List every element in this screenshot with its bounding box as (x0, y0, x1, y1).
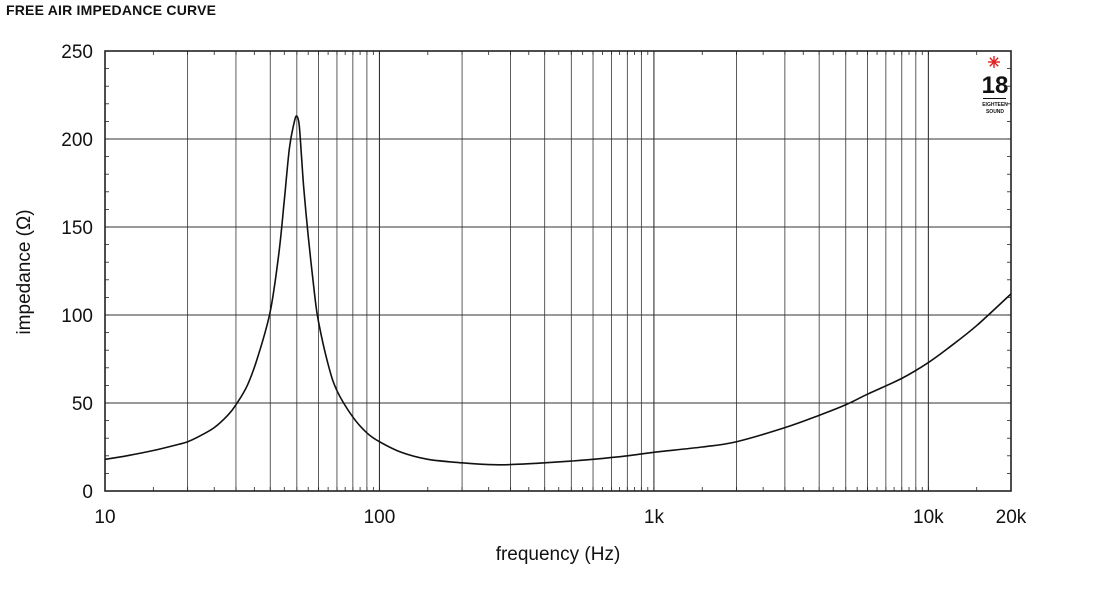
y-tick-label: 200 (61, 130, 93, 151)
y-axis-label: impedance (Ω) (14, 209, 35, 334)
y-tick-label: 150 (61, 218, 93, 239)
minor-ticks (105, 50, 1011, 492)
page-title: FREE AIR IMPEDANCE CURVE (6, 2, 217, 18)
logo-line2: SOUND (986, 109, 1004, 115)
series-layer (104, 115, 1012, 466)
x-tick-label: 10 (94, 507, 115, 528)
plot-border (104, 50, 1012, 492)
y-tick-label: 100 (61, 306, 93, 327)
x-tick-label: 10k (913, 507, 944, 528)
x-axis-label: frequency (Hz) (496, 544, 621, 565)
x-tick-label: 20k (996, 507, 1027, 528)
grid-lines (105, 51, 1011, 491)
logo-line1: EIGHTEEN (982, 102, 1008, 108)
impedance-curve (104, 115, 1012, 466)
star-icon (988, 56, 1000, 68)
x-tick-label: 100 (364, 507, 396, 528)
logo-number: 18 (982, 72, 1009, 99)
plot-frame (104, 50, 1012, 492)
brand-logo: 18 EIGHTEEN SOUND (982, 56, 1009, 115)
y-tick-label: 250 (61, 42, 93, 63)
y-tick-label: 50 (72, 394, 93, 415)
y-tick-label: 0 (82, 482, 93, 503)
tick-labels: 10 100 1k 10k 20k 0 50 100 150 200 250 (61, 42, 1027, 528)
x-tick-label: 1k (644, 507, 665, 528)
